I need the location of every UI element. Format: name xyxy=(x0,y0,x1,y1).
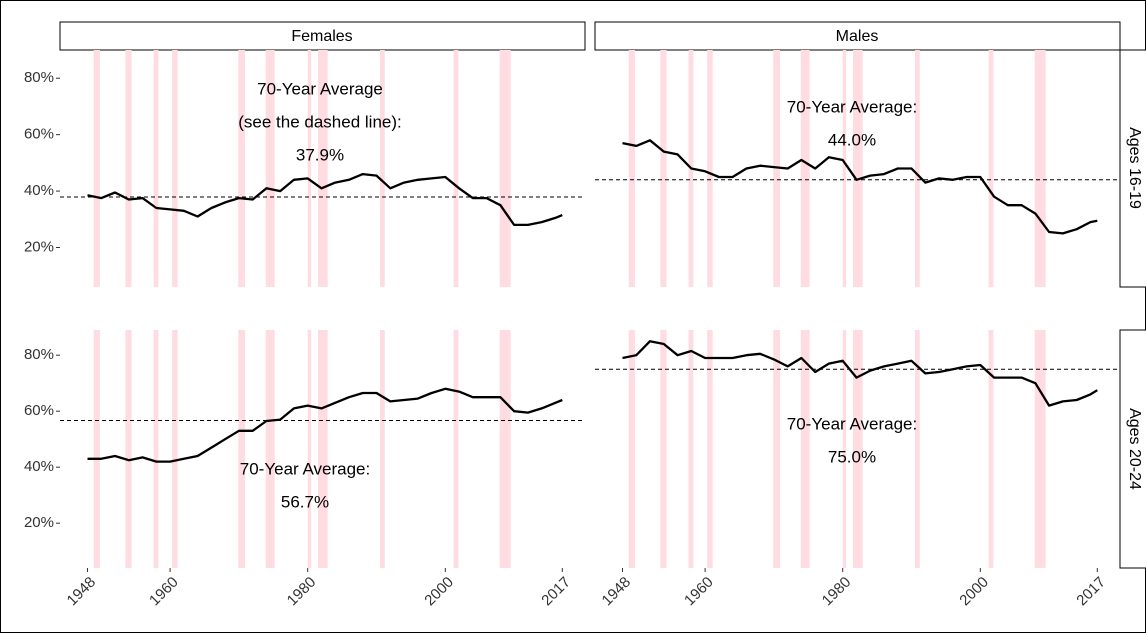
recession-band xyxy=(307,330,312,568)
recession-band xyxy=(842,330,847,568)
recession-band xyxy=(1034,50,1046,287)
x-tick-label: 2000 xyxy=(421,574,457,610)
recession-band xyxy=(688,330,694,568)
recession-band xyxy=(853,330,863,568)
average-label: 75.0% xyxy=(828,447,876,466)
y-tick-label: 80% xyxy=(24,346,54,363)
x-tick-label: 1960 xyxy=(681,574,717,610)
recession-band xyxy=(125,330,132,568)
y-tick-label: 60% xyxy=(24,402,54,419)
recession-band xyxy=(153,50,159,287)
x-tick-label: 1980 xyxy=(284,574,320,610)
x-tick-label: 2017 xyxy=(1073,574,1109,610)
y-tick-label: 40% xyxy=(24,458,54,475)
recession-band xyxy=(707,50,713,287)
recession-band xyxy=(914,330,920,568)
y-tick-label: 80% xyxy=(24,69,54,86)
recession-band xyxy=(93,50,100,287)
y-tick-label: 40% xyxy=(24,182,54,199)
column-label: Males xyxy=(836,28,879,45)
row-label: Ages 16-19 xyxy=(1126,127,1143,209)
recession-band xyxy=(379,50,385,287)
strip xyxy=(594,21,1121,51)
recession-band xyxy=(499,330,511,568)
recession-band xyxy=(125,50,132,287)
recession-band xyxy=(773,330,781,568)
x-tick-label: 2017 xyxy=(538,574,574,610)
recession-band xyxy=(707,330,713,568)
x-tick-label: 1948 xyxy=(64,574,100,610)
recession-band xyxy=(172,330,178,568)
average-label: 44.0% xyxy=(828,130,876,149)
x-tick-label: 2000 xyxy=(956,574,992,610)
y-tick-label: 60% xyxy=(24,126,54,143)
annotation: 70-Year Average: xyxy=(787,414,917,433)
x-tick-label: 1960 xyxy=(146,574,182,610)
y-tick-label: 20% xyxy=(24,238,54,255)
recession-band xyxy=(853,50,863,287)
column-label: Females xyxy=(291,28,352,45)
annotation: 70-Year Average: xyxy=(787,97,917,116)
recession-band xyxy=(800,330,810,568)
average-label: 37.9% xyxy=(296,145,344,164)
row-label: Ages 20-24 xyxy=(1126,408,1143,490)
recession-band xyxy=(453,50,459,287)
recession-band xyxy=(660,330,667,568)
strip xyxy=(1119,329,1146,569)
recession-band xyxy=(172,50,178,287)
recession-band xyxy=(800,50,810,287)
recession-band xyxy=(628,330,635,568)
recession-band xyxy=(379,330,385,568)
recession-band xyxy=(1034,330,1046,568)
recession-band xyxy=(988,50,994,287)
recession-band xyxy=(318,330,328,568)
data-line xyxy=(87,172,563,227)
recession-band xyxy=(265,50,275,287)
recession-band xyxy=(93,330,100,568)
annotation: 70-Year Average: xyxy=(240,459,370,478)
recession-band xyxy=(499,50,511,287)
recession-band xyxy=(318,50,328,287)
strip xyxy=(1119,49,1146,288)
recession-band xyxy=(153,330,159,568)
average-label: 56.7% xyxy=(281,492,329,511)
data-line xyxy=(622,139,1098,235)
x-tick-label: 1948 xyxy=(599,574,635,610)
recession-band xyxy=(238,330,246,568)
recession-band xyxy=(988,330,994,568)
recession-band xyxy=(842,50,847,287)
recession-band xyxy=(238,50,246,287)
recession-band xyxy=(453,330,459,568)
recession-band xyxy=(265,330,275,568)
recession-band xyxy=(660,50,667,287)
recession-band xyxy=(307,50,312,287)
annotation: (see the dashed line): xyxy=(238,112,402,131)
x-tick-label: 1980 xyxy=(819,574,855,610)
data-line xyxy=(87,387,563,463)
recession-band xyxy=(914,50,920,287)
annotation: 70-Year Average xyxy=(257,79,383,98)
recession-band xyxy=(628,50,635,287)
data-line xyxy=(622,340,1098,407)
y-tick-label: 20% xyxy=(24,514,54,531)
